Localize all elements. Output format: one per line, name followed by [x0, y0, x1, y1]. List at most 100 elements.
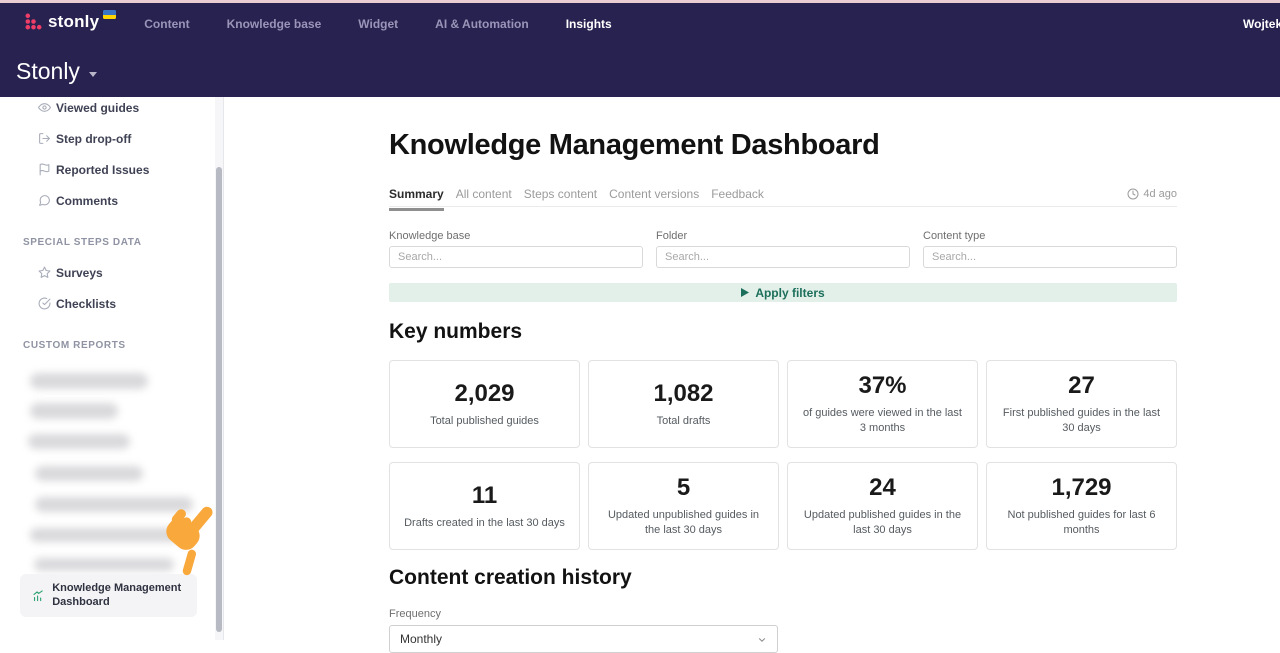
main-content: Knowledge Management Dashboard Summary A…	[225, 97, 1280, 653]
eye-icon	[38, 103, 51, 112]
chevron-down-icon[interactable]	[88, 71, 97, 77]
topnav-item-insights[interactable]: Insights	[565, 17, 612, 31]
stat-card-viewed-percentage: 37% of guides were viewed in the last 3 …	[787, 360, 978, 448]
top-navbar: stonly Content Knowledge base Widget AI …	[0, 3, 1280, 45]
stat-value: 2,029	[454, 379, 515, 407]
blurred-report-item[interactable]	[30, 373, 148, 389]
stat-label: Drafts created in the last 30 days	[404, 516, 565, 529]
topnav-menu: Content Knowledge base Widget AI & Autom…	[144, 17, 611, 31]
knowledge-base-search-input[interactable]	[389, 246, 643, 268]
filter-folder: Folder	[656, 230, 910, 268]
stat-value: 1,082	[653, 379, 714, 407]
blurred-report-item[interactable]	[35, 497, 193, 512]
stat-label: Total drafts	[656, 414, 711, 427]
stat-label: of guides were viewed in the last 3 mont…	[803, 407, 962, 434]
stat-label: Total published guides	[430, 414, 539, 427]
sidebar-item-step-drop-off[interactable]: Step drop-off	[0, 123, 223, 154]
last-updated: 4d ago	[1127, 188, 1177, 200]
stat-value: 37%	[858, 372, 907, 400]
stat-value: 27	[1068, 372, 1095, 400]
pointer-hand-icon	[160, 498, 216, 583]
stat-value: 11	[471, 481, 498, 509]
sidebar-item-label: Checklists	[56, 296, 117, 311]
sidebar-scrollbar-thumb[interactable]	[216, 167, 222, 632]
tab-content-versions[interactable]: Content versions	[609, 187, 700, 201]
sidebar-item-label: Surveys	[56, 265, 103, 280]
filter-knowledge-base: Knowledge base	[389, 230, 643, 268]
tab-feedback[interactable]: Feedback	[711, 187, 764, 201]
apply-filters-button[interactable]: Apply filters	[389, 283, 1177, 302]
sidebar-item-knowledge-management-dashboard[interactable]: Knowledge Management Dashboard	[20, 574, 197, 617]
key-numbers-grid: 2,029 Total published guides 1,082 Total…	[389, 360, 1177, 550]
frequency-selected-value: Monthly	[400, 632, 443, 646]
sidebar: Viewed guides Step drop-off Reported Iss…	[0, 97, 224, 640]
topnav-item-knowledge-base[interactable]: Knowledge base	[226, 17, 322, 31]
content-type-search-input[interactable]	[923, 246, 1177, 268]
sidebar-item-comments[interactable]: Comments	[0, 185, 223, 216]
apply-filters-label: Apply filters	[755, 285, 825, 300]
stat-card-not-published: 1,729 Not published guides for last 6 mo…	[986, 462, 1177, 550]
page-title: Knowledge Management Dashboard	[389, 129, 880, 161]
tab-summary[interactable]: Summary	[389, 187, 444, 211]
filter-label: Content type	[923, 230, 986, 242]
sidebar-item-label: Knowledge Management Dashboard	[52, 581, 182, 608]
blurred-report-item[interactable]	[30, 403, 118, 419]
check-circle-icon	[38, 297, 51, 310]
key-numbers-heading: Key numbers	[389, 320, 523, 343]
window-top-strip	[0, 0, 1280, 3]
sidebar-section-custom-reports: CUSTOM REPORTS	[23, 340, 126, 351]
user-menu[interactable]: Wojtek K	[1243, 17, 1280, 31]
stat-value: 24	[869, 474, 896, 502]
chart-icon	[33, 589, 43, 601]
chevron-down-icon	[758, 638, 766, 642]
sidebar-item-viewed-guides[interactable]: Viewed guides	[0, 92, 223, 123]
blurred-report-item[interactable]	[35, 466, 143, 481]
sidebar-item-checklists[interactable]: Checklists	[0, 288, 223, 319]
step-drop-off-icon	[39, 133, 50, 144]
sidebar-item-label: Step drop-off	[56, 131, 132, 146]
stat-value: 5	[676, 474, 691, 502]
sidebar-item-surveys[interactable]: Surveys	[0, 257, 223, 288]
filters-row: Knowledge base Folder Content type	[389, 230, 1177, 268]
stat-card-drafts-created: 11 Drafts created in the last 30 days	[389, 462, 580, 550]
tab-steps-content[interactable]: Steps content	[523, 187, 598, 201]
ukraine-flag-icon	[103, 10, 117, 19]
stat-card-updated-unpublished: 5 Updated unpublished guides in the last…	[588, 462, 779, 550]
stat-card-total-drafts: 1,082 Total drafts	[588, 360, 779, 448]
sidebar-item-label: Comments	[56, 193, 119, 208]
tabs-row: Summary All content Steps content Conten…	[389, 187, 1177, 211]
comment-icon	[39, 195, 50, 206]
stonly-logo-icon	[24, 12, 43, 36]
workspace-title[interactable]: Stonly	[16, 57, 80, 84]
stat-card-total-published-guides: 2,029 Total published guides	[389, 360, 580, 448]
stat-label: Updated unpublished guides in the last 3…	[607, 509, 760, 536]
sidebar-item-reported-issues[interactable]: Reported Issues	[0, 154, 223, 185]
content-history-heading: Content creation history	[389, 566, 632, 589]
frequency-select[interactable]: Monthly	[389, 625, 778, 653]
stonly-logo[interactable]: stonly	[24, 10, 117, 36]
filter-label: Knowledge base	[389, 230, 471, 242]
topnav-item-ai-automation[interactable]: AI & Automation	[435, 17, 529, 31]
logo-text: stonly	[48, 12, 100, 31]
stat-card-updated-published: 24 Updated published guides in the last …	[787, 462, 978, 550]
workspace-bar: Stonly	[0, 45, 1280, 97]
blurred-report-item[interactable]	[34, 558, 174, 571]
tab-all-content[interactable]: All content	[455, 187, 512, 201]
filter-content-type: Content type	[923, 230, 1177, 268]
stat-label: Not published guides for last 6 months	[1007, 509, 1156, 536]
filter-label: Folder	[656, 230, 688, 242]
sidebar-item-label: Reported Issues	[56, 162, 150, 177]
blurred-report-item[interactable]	[28, 434, 130, 449]
last-updated-text: 4d ago	[1143, 188, 1177, 200]
topnav-item-content[interactable]: Content	[144, 17, 190, 31]
flag-icon	[39, 163, 50, 176]
blurred-report-item[interactable]	[30, 528, 183, 542]
folder-search-input[interactable]	[656, 246, 910, 268]
stat-value: 1,729	[1051, 474, 1112, 502]
star-icon	[38, 266, 51, 278]
stat-label: Updated published guides in the last 30 …	[803, 509, 962, 536]
clock-icon	[1127, 188, 1139, 200]
topnav-item-widget[interactable]: Widget	[358, 17, 399, 31]
play-icon	[741, 288, 750, 297]
stat-card-first-published: 27 First published guides in the last 30…	[986, 360, 1177, 448]
